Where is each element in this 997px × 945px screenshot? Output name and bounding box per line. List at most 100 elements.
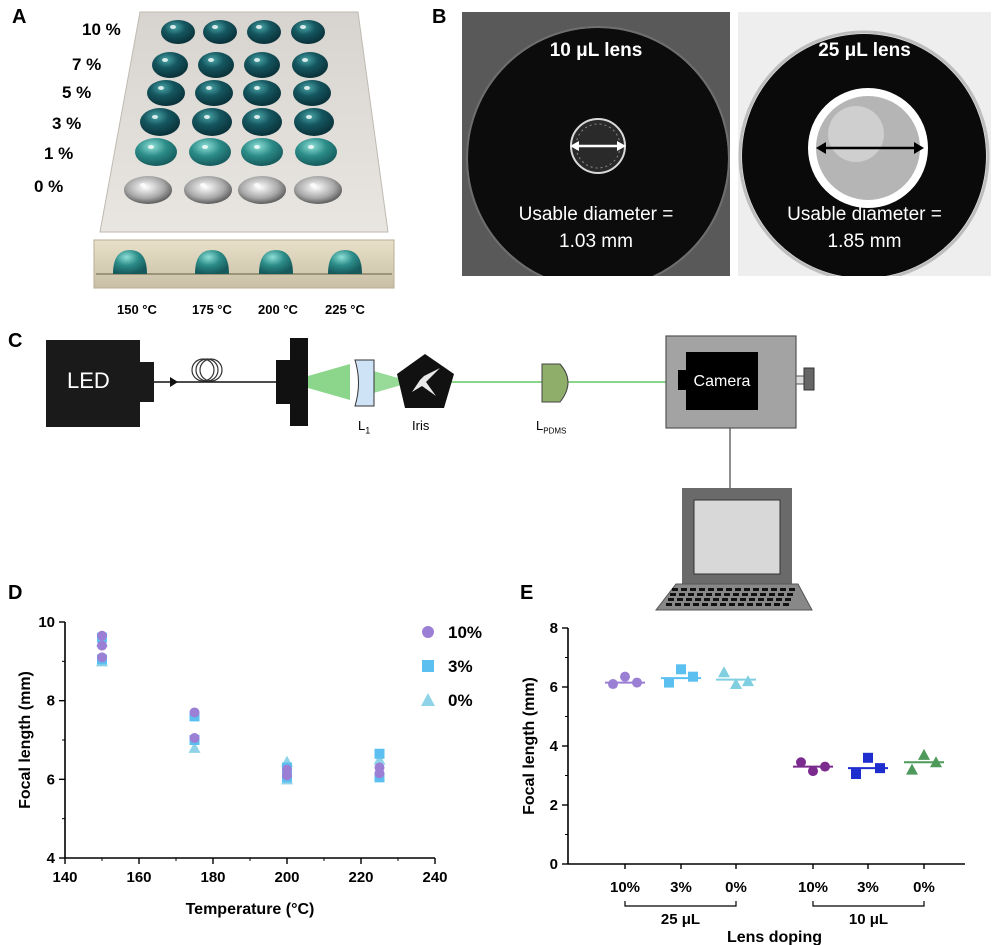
concentration-label: 5 % [62,83,92,102]
lpdms-label-text: L [536,418,544,433]
data-point [632,677,642,688]
laptop [654,488,813,611]
light-beam [308,364,350,400]
droplet [161,20,195,44]
droplet [293,80,331,106]
droplet [241,138,283,166]
temperature-label: 225 °C [325,302,365,317]
optical-setup-diagram [46,335,815,611]
legend-label: 3% [448,657,473,676]
group-bracket [624,901,737,907]
data-point [676,664,686,675]
lens-image-10ul: 10 μL lens Usable diameter = 1.03 mm [462,12,730,276]
droplet [242,108,282,136]
y-tick-label: 0 [550,856,558,873]
temperature-label: 150 °C [117,302,157,317]
iris-label: Iris [412,418,430,433]
camera [686,352,758,410]
data-point [742,675,754,687]
y-axis-title: Focal length (mm) [17,671,34,809]
legend-label: 0% [448,691,473,710]
data-point [97,630,107,641]
chart-d: 140 160 180 200 220 240 4 6 8 10 Temperature (°C) F… [17,614,482,918]
droplet [291,20,325,44]
data-point [374,748,385,759]
droplet [294,108,334,136]
data-point [730,678,742,690]
lens-title: 25 μL lens [818,40,911,61]
legend-marker [422,626,434,638]
x-tick-label: 0% [725,879,747,896]
group-bracket [812,901,925,907]
legend-marker [422,660,434,672]
lens-title: 10 μL lens [549,40,643,61]
droplet [247,20,281,44]
data-point [688,671,698,682]
data-point [875,763,885,774]
panel-c: LED L1 Iris LPDMS Camera [0,330,997,620]
droplet [198,52,234,78]
droplet [147,80,185,106]
temperature-label: 200 °C [258,302,298,317]
y-tick-label: 10 [38,614,55,631]
data-point [808,766,818,777]
droplet [244,52,280,78]
data-point [906,763,918,775]
droplet [243,80,281,106]
y-tick-label: 6 [550,679,558,696]
data-point [189,733,200,744]
lpdms-label: LPDMS [536,418,566,436]
droplet [135,138,177,166]
concentration-label: 1 % [44,144,74,163]
concentration-label: 3 % [52,114,82,133]
data-point [374,768,385,779]
data-point [718,666,730,678]
data-point [97,652,107,663]
side-droplet [195,250,229,274]
x-tick-label: 240 [422,869,447,886]
panel-b-letter: B [432,6,447,28]
data-point [620,671,630,682]
y-tick-label: 2 [550,797,558,814]
led-label: LED [67,368,110,393]
x-tick-label: 10% [798,879,828,896]
group-label: 25 μL [661,911,700,928]
x-axis-title: Temperature (°C) [186,901,315,918]
lens-pdms [541,363,569,403]
side-droplet [259,250,293,274]
fiber-mount [290,338,308,426]
droplet [140,108,180,136]
lens-l1 [354,359,375,407]
data-point [664,677,674,688]
side-droplet [328,250,362,274]
droplet [292,52,328,78]
x-tick-label: 0% [913,879,935,896]
x-axis-title: Lens doping [727,929,822,945]
data-point [796,757,806,768]
droplet [238,176,286,204]
panel-c-letter: C [8,330,23,352]
panel-e-letter: E [520,582,534,604]
x-tick-label: 3% [857,879,879,896]
x-tick-label: 180 [200,869,225,886]
data-point [820,761,830,772]
droplet [189,138,231,166]
y-tick-label: 4 [550,738,559,755]
usable-diameter-label: Usable diameter = [787,204,942,225]
concentration-label: 10 % [82,20,121,39]
led-source [46,340,140,427]
l1-label: L1 [358,418,370,436]
concentration-label: 7 % [72,55,102,74]
y-axis-title: Focal length (mm) [521,677,538,815]
usable-diameter-label: Usable diameter = [518,204,674,225]
data-point [189,707,200,718]
droplet [295,138,337,166]
l1-label-subscript: 1 [365,425,371,436]
usable-diameter-value: 1.85 mm [827,231,902,252]
x-tick-label: 140 [52,869,77,886]
panel-d-letter: D [8,582,23,604]
x-tick-label: 200 [274,869,299,886]
data-point [97,640,107,651]
droplet [203,20,237,44]
droplet [152,52,188,78]
